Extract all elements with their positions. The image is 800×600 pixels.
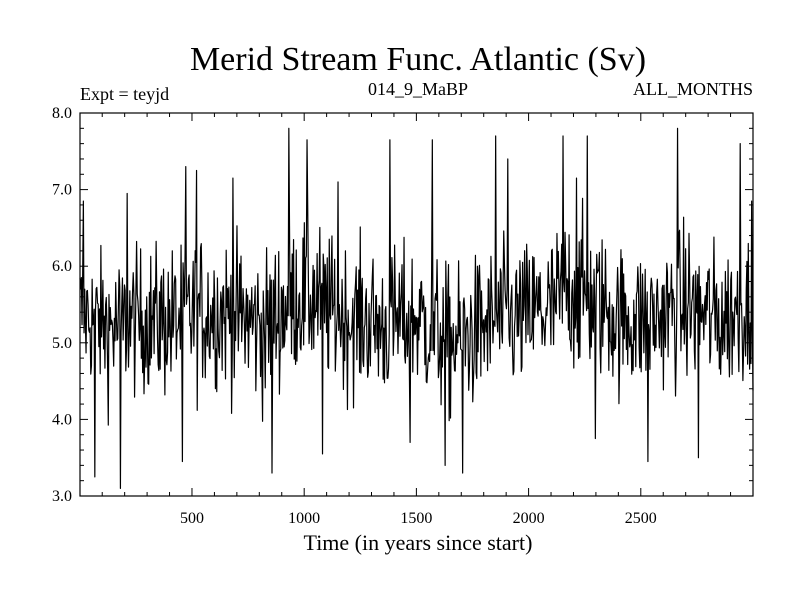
chart-title: Merid Stream Func. Atlantic (Sv)	[190, 41, 646, 78]
x-tick-label: 500	[180, 510, 204, 527]
x-tick-label: 1000	[288, 510, 320, 527]
y-tick-label: 3.0	[52, 488, 72, 505]
ticks-layer: 500 1000 1500 2000 2500 3.0 4.0 5.0 6.0 7.0 8.0	[52, 105, 753, 527]
x-tick-label: 1500	[400, 510, 432, 527]
y-tick-label: 5.0	[52, 335, 72, 352]
y-tick-label: 8.0	[52, 105, 72, 122]
y-tick-label: 6.0	[52, 258, 72, 275]
y-tick-label: 7.0	[52, 182, 72, 199]
experiment-label: Expt = teyjd	[80, 84, 169, 104]
x-tick-label: 2000	[513, 510, 545, 527]
x-axis-label: Time (in years since start)	[304, 530, 533, 555]
plot-frame	[79, 112, 754, 497]
x-tick-label: 2500	[625, 510, 657, 527]
y-tick-label: 4.0	[52, 411, 72, 428]
months-label: ALL_MONTHS	[633, 79, 753, 99]
series-layer	[79, 127, 754, 489]
period-label: 014_9_MaBP	[368, 79, 468, 99]
series-line	[79, 127, 754, 489]
